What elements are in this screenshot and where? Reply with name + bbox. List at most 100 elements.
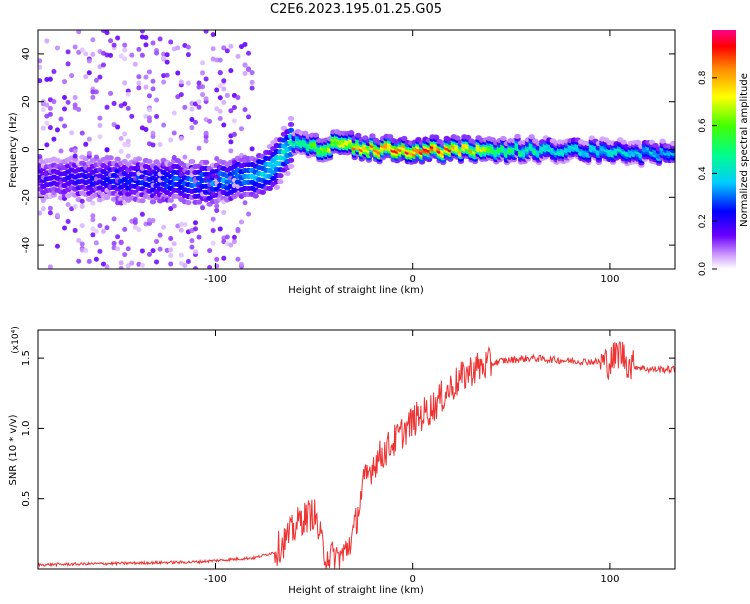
spectrogram-noise-cell	[93, 154, 99, 160]
spectrogram-noise-cell	[79, 130, 85, 136]
spectrogram-noise-cell	[200, 70, 206, 76]
spectrogram-noise-cell	[143, 35, 149, 41]
spectrogram-noise-cell	[54, 45, 60, 51]
spectrogram-noise-cell	[203, 30, 209, 34]
spectrogram-noise-cell	[90, 89, 96, 95]
spectrogram-noise-cell	[221, 86, 227, 92]
spectrogram-noise-cell	[136, 85, 142, 91]
spectrogram-noise-cell	[38, 58, 43, 64]
spectrogram-noise-cell	[44, 120, 50, 126]
spectrogram-cell	[149, 199, 157, 205]
spectrogram-noise-cell	[203, 96, 209, 102]
spectrogram-noise-cell	[189, 238, 195, 244]
spectrogram-noise-cell	[65, 202, 71, 208]
spectrogram-noise-cell	[192, 266, 198, 269]
spectrogram-cell	[312, 132, 320, 138]
y-tick-label: 20	[21, 95, 32, 108]
spectrogram-noise-cell	[168, 236, 174, 242]
spectrogram-panel: -100 0 100 -40 -20 0 20 40 Height of straight …	[8, 29, 676, 296]
spectrogram-noise-cell	[207, 118, 213, 124]
spectrogram-noise-cell	[47, 264, 53, 269]
spectrogram-noise-cell	[217, 115, 223, 121]
spectrogram-noise-cell	[246, 211, 252, 217]
spectrogram-noise-cell	[72, 44, 78, 50]
spectrogram-noise-cell	[136, 46, 142, 52]
spectrogram-noise-cell	[69, 73, 75, 79]
spectrogram-cell	[528, 134, 535, 140]
spectrogram-noise-cell	[242, 71, 248, 77]
spectrogram-noise-cell	[164, 59, 170, 65]
spectrogram-noise-cell	[38, 210, 43, 216]
spectrogram-noise-cell	[62, 79, 68, 85]
spectrogram-noise-cell	[189, 106, 195, 112]
y-tick-label: -20	[21, 189, 32, 205]
colorbar-tick-label: 0.0	[698, 262, 708, 277]
spectrogram-noise-cell	[83, 51, 89, 57]
spectrogram-cell	[386, 133, 394, 140]
spectrogram-noise-cell	[83, 74, 89, 80]
spectrogram-noise-cell	[203, 130, 209, 136]
spectrogram-noise-cell	[221, 122, 227, 128]
spectrogram-y-ticks: -40 -20 0 20 40	[21, 48, 675, 253]
spectrogram-noise-cell	[214, 106, 220, 112]
spectrogram-cell	[185, 199, 192, 206]
spectrogram-noise-cell	[242, 200, 248, 206]
spectrogram-noise-cell	[164, 52, 170, 58]
spectrogram-cell	[71, 156, 79, 162]
spectrogram-noise-cell	[235, 53, 241, 59]
spectrogram-noise-cell	[143, 42, 149, 48]
spectrogram-noise-cell	[125, 142, 131, 148]
spectrogram-noise-cell	[111, 240, 117, 246]
spectrogram-noise-cell	[97, 115, 103, 121]
x-tick-label: 0	[410, 574, 416, 585]
y-tick-label: 0	[21, 146, 32, 152]
spectrogram-noise-cell	[161, 224, 167, 230]
spectrogram-noise-cell	[47, 210, 53, 216]
spectrogram-noise-cell	[125, 153, 131, 159]
spectrogram-noise-cell	[178, 135, 184, 141]
y-tick-label: 1.0	[21, 420, 32, 436]
spectrogram-cell	[139, 198, 146, 204]
spectrogram-noise-cell	[76, 49, 82, 55]
colorbar: 0.0 0.2 0.4 0.6 0.8 Normalized spectral ampl…	[698, 30, 750, 276]
spectrogram-noise-cell	[40, 198, 46, 204]
spectrogram-noise-cell	[143, 74, 149, 80]
snr-series-line	[38, 340, 675, 569]
spectrogram-cell	[287, 121, 295, 128]
spectrogram-noise-cell	[139, 262, 145, 268]
spectrogram-noise-cell	[125, 105, 131, 111]
spectrogram-noise-cell	[54, 243, 60, 249]
spectrogram-noise-cell	[90, 232, 96, 238]
spectrogram-noise-cell	[235, 94, 241, 100]
spectrogram-noise-cell	[72, 227, 78, 233]
spectrogram-noise-cell	[161, 79, 167, 85]
spectrogram-noise-cell	[171, 130, 177, 136]
snr-frame	[37, 329, 676, 570]
spectrogram-noise-cell	[189, 244, 195, 250]
spectrogram-cell	[277, 173, 284, 179]
spectrogram-noise-cell	[161, 122, 167, 128]
spectrogram-noise-cell	[146, 115, 152, 121]
spectrogram-noise-cell	[231, 239, 237, 245]
x-tick-label: 100	[600, 274, 619, 285]
spectrogram-noise-cell	[72, 94, 78, 100]
spectrogram-noise-cell	[69, 130, 75, 136]
x-tick-label: 100	[600, 574, 619, 585]
spectrogram-noise-cell	[221, 45, 227, 51]
spectrogram-noise-cell	[122, 56, 128, 62]
spectrogram-noise-cell	[136, 74, 142, 80]
spectrogram-noise-cell	[111, 42, 117, 48]
spectrogram-noise-cell	[146, 107, 152, 113]
spectrogram-noise-cell	[217, 70, 223, 76]
spectrogram-noise-cell	[86, 58, 92, 64]
spectrogram-x-ticks: -100 0 100	[204, 30, 619, 285]
spectrogram-noise-cell	[228, 108, 234, 114]
spectrogram-noise-cell	[150, 40, 156, 46]
spectrogram-noise-cell	[132, 220, 138, 226]
spectrogram-noise-cell	[104, 30, 110, 36]
spectrogram-noise-cell	[235, 228, 241, 234]
spectrogram-noise-cell	[168, 39, 174, 45]
spectrogram-noise-cell	[86, 258, 92, 264]
spectrogram-noise-cell	[118, 53, 124, 59]
